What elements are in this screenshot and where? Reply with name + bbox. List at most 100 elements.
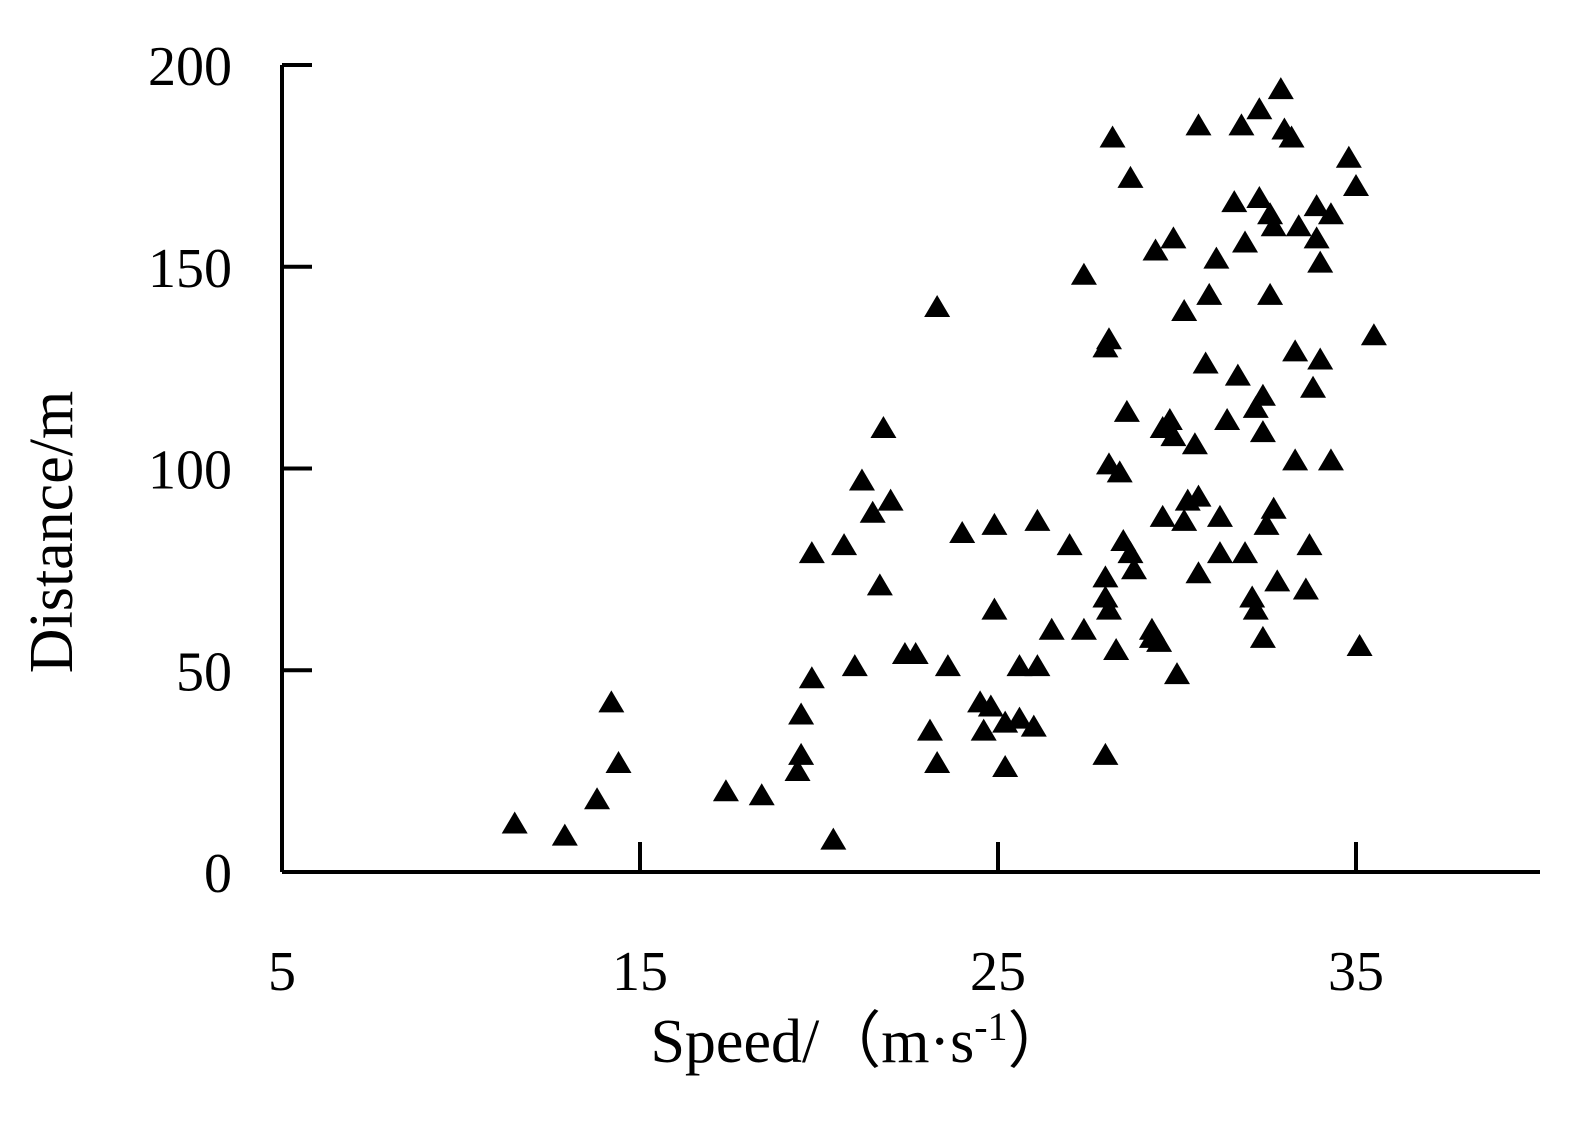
data-point-triangle <box>1106 460 1133 483</box>
data-point-triangle <box>1185 484 1212 507</box>
data-point-triangle <box>1203 246 1230 269</box>
data-point-triangle <box>1282 339 1309 362</box>
data-point-triangle <box>859 500 886 523</box>
data-point-triangle <box>1099 125 1126 148</box>
data-point-triangle <box>1249 383 1276 406</box>
data-point-triangle <box>712 779 739 802</box>
data-point-triangle <box>1206 541 1233 564</box>
data-point-triangle <box>1006 654 1033 677</box>
data-point-triangle <box>1232 541 1259 564</box>
data-points <box>501 77 1387 850</box>
data-point-triangle <box>1160 424 1187 447</box>
data-point-triangle <box>598 690 625 713</box>
data-point-triangle <box>1024 654 1051 677</box>
data-point-triangle <box>848 468 875 491</box>
data-point-triangle <box>748 783 775 806</box>
data-point-triangle <box>501 811 528 834</box>
x-axis-label-superscript: -1 <box>974 1004 1007 1049</box>
y-tick-label: 0 <box>204 843 232 905</box>
x-tick-label: 5 <box>268 941 296 1003</box>
data-point-triangle <box>1156 407 1183 430</box>
data-point-triangle <box>1285 214 1312 237</box>
data-point-triangle <box>798 541 825 564</box>
data-point-triangle <box>924 295 951 317</box>
data-point-triangle <box>981 512 1008 535</box>
data-point-triangle <box>981 597 1008 620</box>
data-point-triangle <box>551 823 578 846</box>
data-point-triangle <box>1232 230 1259 253</box>
data-point-triangle <box>1282 448 1309 471</box>
data-point-triangle <box>1228 113 1255 136</box>
data-point-triangle <box>1246 186 1273 209</box>
data-point-triangle <box>1214 407 1241 430</box>
data-point-triangle <box>1257 202 1284 225</box>
data-point-triangle <box>841 654 868 677</box>
data-point-triangle <box>1092 585 1119 608</box>
data-point-triangle <box>1300 375 1327 398</box>
data-point-triangle <box>1092 565 1119 588</box>
data-point-triangle <box>1242 597 1269 620</box>
data-point-triangle <box>1221 190 1248 213</box>
data-point-triangle <box>1267 77 1294 100</box>
data-point-triangle <box>784 759 811 782</box>
x-axis-label: Speed/（m·s-1） <box>650 1004 1069 1077</box>
data-point-triangle <box>1070 617 1097 640</box>
data-point-triangle <box>1171 299 1198 322</box>
data-point-triangle <box>1113 399 1140 422</box>
data-point-triangle <box>866 573 893 596</box>
data-point-triangle <box>1149 504 1176 527</box>
data-point-triangle <box>605 750 632 773</box>
x-tick-label: 25 <box>970 941 1026 1003</box>
data-point-triangle <box>992 754 1019 777</box>
data-point-triangle <box>1024 508 1051 531</box>
data-point-triangle <box>1242 395 1269 418</box>
data-point-triangle <box>1303 226 1330 249</box>
data-point-triangle <box>1346 633 1373 656</box>
data-point-triangle <box>1360 323 1387 346</box>
data-point-triangle <box>1303 194 1330 217</box>
data-point-triangle <box>1164 662 1190 685</box>
data-point-triangle <box>916 718 943 741</box>
data-point-triangle <box>1257 282 1284 305</box>
data-point-triangle <box>902 642 929 665</box>
data-point-triangle <box>788 742 815 765</box>
y-tick-label: 200 <box>148 36 232 98</box>
data-point-triangle <box>1020 714 1047 737</box>
data-point-triangle <box>1160 226 1187 249</box>
data-point-triangle <box>1006 706 1033 729</box>
data-point-triangle <box>1103 637 1130 660</box>
y-tick-label: 150 <box>148 238 232 300</box>
data-point-triangle <box>1196 282 1223 305</box>
data-point-triangle <box>1296 533 1323 556</box>
data-point-triangle <box>1246 97 1273 120</box>
data-point-triangle <box>1146 629 1173 652</box>
data-point-triangle <box>1092 742 1119 765</box>
data-point-triangle <box>949 520 976 543</box>
data-point-triangle <box>1095 327 1122 350</box>
data-point-triangle <box>798 666 825 689</box>
data-point-triangle <box>970 718 997 741</box>
axes: 0 50 100 150 200 5 15 25 35 <box>148 36 1540 1003</box>
data-point-triangle <box>1117 541 1144 564</box>
data-point-triangle <box>584 787 611 810</box>
x-axis-label-close: ） <box>1008 1008 1070 1076</box>
data-point-triangle <box>1038 617 1065 640</box>
data-point-triangle <box>924 750 951 773</box>
x-tick-label: 35 <box>1328 941 1384 1003</box>
data-point-triangle <box>1117 165 1144 188</box>
x-axis-label-main: Speed/（m·s <box>650 1008 974 1076</box>
data-point-triangle <box>1206 504 1233 527</box>
data-point-triangle <box>1307 250 1334 273</box>
data-point-triangle <box>788 702 815 725</box>
data-point-triangle <box>1192 351 1219 374</box>
data-point-triangle <box>1278 125 1305 148</box>
y-tick-label: 50 <box>176 641 232 703</box>
data-point-triangle <box>1260 214 1287 237</box>
data-point-triangle <box>1307 347 1334 370</box>
data-point-triangle <box>1095 597 1122 620</box>
data-point-triangle <box>1249 625 1276 648</box>
data-point-triangle <box>831 533 858 556</box>
y-tick-label: 100 <box>148 440 232 502</box>
